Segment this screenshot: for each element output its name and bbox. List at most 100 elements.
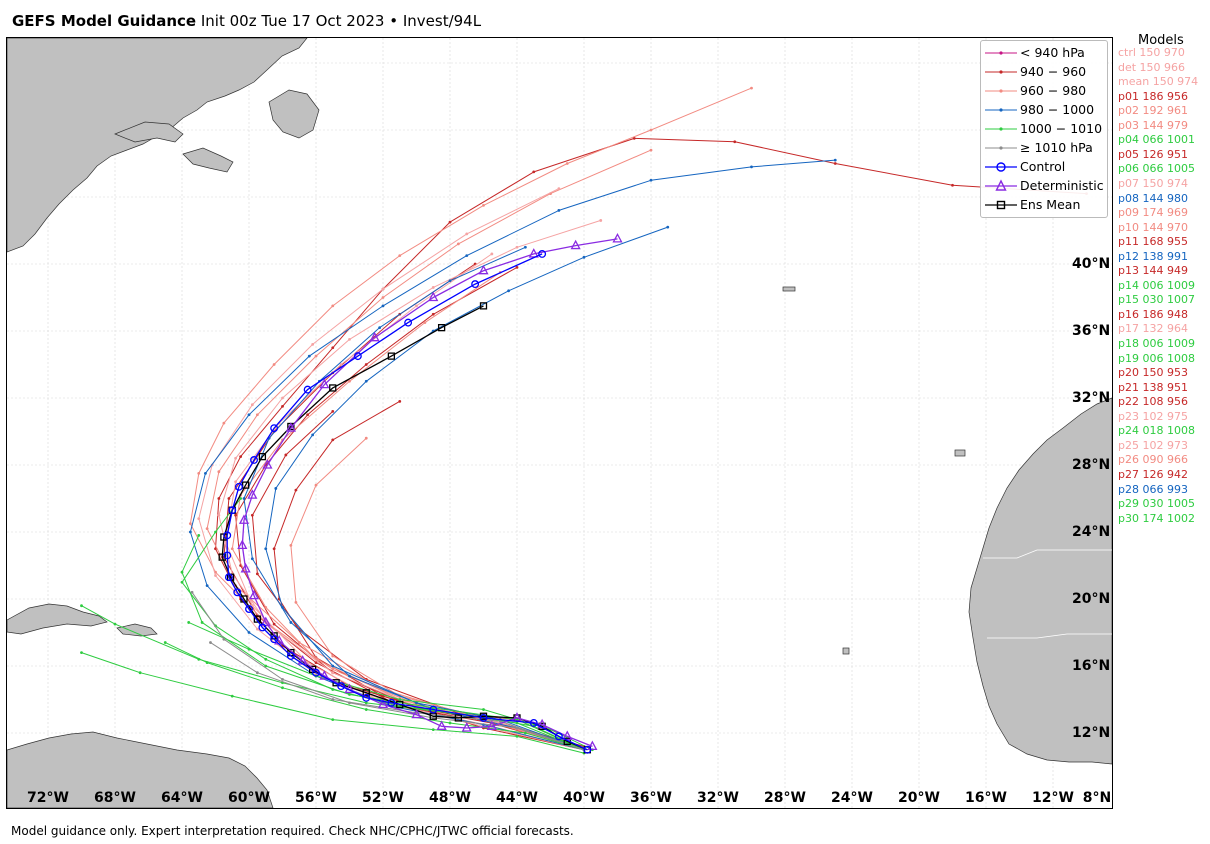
- control-marker: [223, 531, 232, 540]
- legend-swatch-icon: [985, 108, 1017, 112]
- lon-label-8n: 8°N: [1082, 790, 1112, 806]
- country-borders: [983, 549, 1112, 639]
- map-panel[interactable]: [6, 37, 1113, 809]
- track-point: [381, 296, 385, 299]
- track-point: [289, 544, 293, 547]
- track-point: [264, 664, 268, 668]
- track-point: [242, 497, 246, 500]
- land-masses: [7, 38, 1112, 808]
- track-point: [666, 225, 670, 229]
- model-entry: p19 006 1008: [1118, 351, 1195, 365]
- ens-mean-marker: [253, 615, 262, 623]
- lon-label-64w: 64°W: [161, 790, 203, 806]
- track-point: [331, 698, 335, 701]
- member-track: [243, 246, 585, 751]
- track-point: [348, 693, 351, 696]
- model-entry: p15 030 1007: [1118, 293, 1195, 307]
- deterministic-marker: [478, 264, 489, 275]
- track-point: [482, 203, 485, 207]
- deterministic-marker: [248, 589, 260, 600]
- deterministic-marker: [436, 720, 447, 730]
- deterministic-marker: [285, 422, 296, 432]
- model-entry: p08 144 980: [1118, 191, 1188, 205]
- lat-label-28n: 28°N: [1072, 457, 1111, 473]
- track-point: [227, 497, 231, 500]
- track-point: [255, 572, 259, 576]
- control-marker: [234, 482, 243, 491]
- track-point: [222, 637, 226, 641]
- track-point: [272, 363, 276, 366]
- track-point: [281, 678, 284, 681]
- control-marker: [554, 732, 563, 741]
- track-point: [214, 547, 217, 551]
- track-point: [281, 404, 284, 408]
- ens-mean-marker: [479, 302, 488, 310]
- track-point: [431, 706, 435, 710]
- track-point: [205, 527, 209, 531]
- deterministic-marker: [238, 514, 250, 524]
- track-point: [331, 667, 335, 671]
- land-cape-verde: [842, 647, 850, 655]
- model-entry: p28 066 993: [1118, 482, 1188, 496]
- border-mali: [987, 633, 1112, 639]
- model-entry: p29 030 1005: [1118, 497, 1195, 511]
- deterministic-marker: [240, 562, 251, 573]
- control-marker: [250, 456, 258, 464]
- lon-label-44w: 44°W: [496, 790, 538, 806]
- track-point: [307, 354, 311, 358]
- track-point: [448, 220, 452, 224]
- lat-label-24n: 24°N: [1072, 524, 1111, 540]
- deterministic-marker: [562, 730, 573, 740]
- land-canary-islands: [954, 449, 966, 457]
- track-point: [113, 622, 117, 626]
- land-azores: [782, 286, 796, 292]
- model-entry: p25 102 973: [1118, 438, 1188, 452]
- track-point: [649, 148, 653, 152]
- track-point: [205, 584, 209, 587]
- track-point: [507, 289, 511, 293]
- storm-tracks: [80, 86, 1088, 755]
- member-track: [290, 437, 585, 751]
- model-entry: p17 132 964: [1118, 322, 1188, 336]
- control-marker: [404, 318, 413, 327]
- ens-mean-marker: [454, 714, 463, 722]
- land-north-america-coast: [7, 38, 308, 253]
- border-western-sahara: [983, 549, 1112, 559]
- member-track: [265, 226, 668, 751]
- track-point: [234, 513, 238, 517]
- deterministic-marker: [377, 698, 389, 709]
- control-marker: [224, 573, 233, 582]
- ens-mean-marker: [437, 323, 446, 332]
- lon-label-68w: 68°W: [94, 790, 136, 806]
- track-point: [649, 178, 653, 182]
- model-entry: p04 066 1001: [1118, 133, 1195, 147]
- model-entry: p23 102 975: [1118, 409, 1188, 423]
- lon-label-72w: 72°W: [27, 790, 69, 806]
- deterministic-track: [241, 238, 618, 748]
- track-point: [523, 245, 527, 249]
- control-marker: [337, 682, 346, 691]
- track-point: [281, 686, 284, 690]
- track-point: [448, 279, 452, 283]
- track-point: [214, 574, 217, 577]
- track-point: [582, 255, 586, 259]
- track-point: [289, 621, 293, 624]
- land-hispaniola: [116, 623, 158, 637]
- track-point: [80, 651, 83, 654]
- track-point: [557, 187, 561, 191]
- track-point: [398, 698, 402, 701]
- track-point: [649, 128, 653, 132]
- control-marker: [286, 652, 295, 660]
- track-point: [294, 488, 298, 492]
- deterministic-marker: [369, 331, 380, 342]
- track-point: [272, 547, 276, 551]
- member-track: [251, 411, 581, 749]
- land-nova-scotia: [182, 147, 234, 173]
- track-point: [331, 664, 335, 668]
- title-init: Init 00z Tue 17 Oct 2023 • Invest/94L: [200, 12, 482, 30]
- land-gaspe-peninsula: [114, 121, 184, 143]
- track-point: [515, 734, 519, 738]
- track-point: [294, 600, 298, 604]
- track-point: [331, 654, 335, 658]
- graticule: [7, 38, 1112, 808]
